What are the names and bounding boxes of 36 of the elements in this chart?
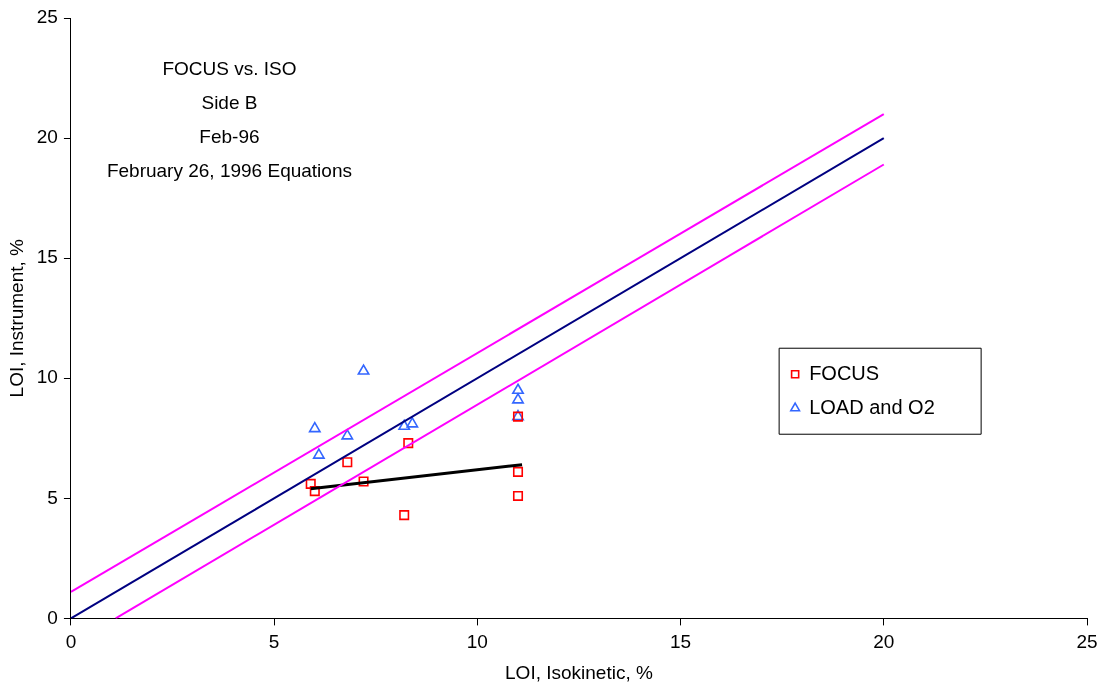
point [342, 457, 353, 468]
x-tick-label: 15 [670, 631, 692, 653]
annotation: Feb-96 [199, 126, 260, 148]
point [512, 383, 524, 395]
point [512, 466, 524, 477]
point [398, 419, 411, 431]
y-tick-label: 15 [36, 246, 58, 268]
point [305, 478, 316, 489]
y-tick-label: 5 [47, 486, 58, 508]
point [308, 421, 321, 433]
point [406, 417, 419, 428]
x-axis-title: LOI, Isokinetic, % [505, 661, 653, 683]
point [341, 429, 354, 440]
point [309, 486, 320, 497]
x-tick-label: 10 [466, 631, 488, 653]
y-tick-label: 10 [36, 366, 58, 388]
x-tick-label: 0 [65, 631, 77, 653]
y-tick-label: 25 [36, 6, 58, 28]
y-tick-label: 0 [47, 606, 58, 628]
x-tick-label: 25 [1076, 631, 1098, 653]
point [512, 393, 524, 404]
y-axis-title: LOI, Instrument, % [5, 238, 27, 398]
legend-label: LOAD and O2 [809, 395, 935, 418]
point [358, 476, 369, 487]
legend-label: FOCUS [809, 361, 880, 384]
point [403, 438, 414, 449]
annotation: February 26, 1996 Equations [106, 160, 352, 182]
point [512, 490, 524, 501]
x-tick-label: 20 [873, 631, 895, 653]
annotation: Side B [201, 92, 258, 114]
x-tick-label: 5 [268, 631, 280, 653]
y-tick-label: 20 [36, 126, 58, 148]
point [399, 510, 410, 521]
point [312, 448, 325, 459]
point [357, 364, 370, 375]
annotation: FOCUS vs. ISO [162, 58, 297, 80]
